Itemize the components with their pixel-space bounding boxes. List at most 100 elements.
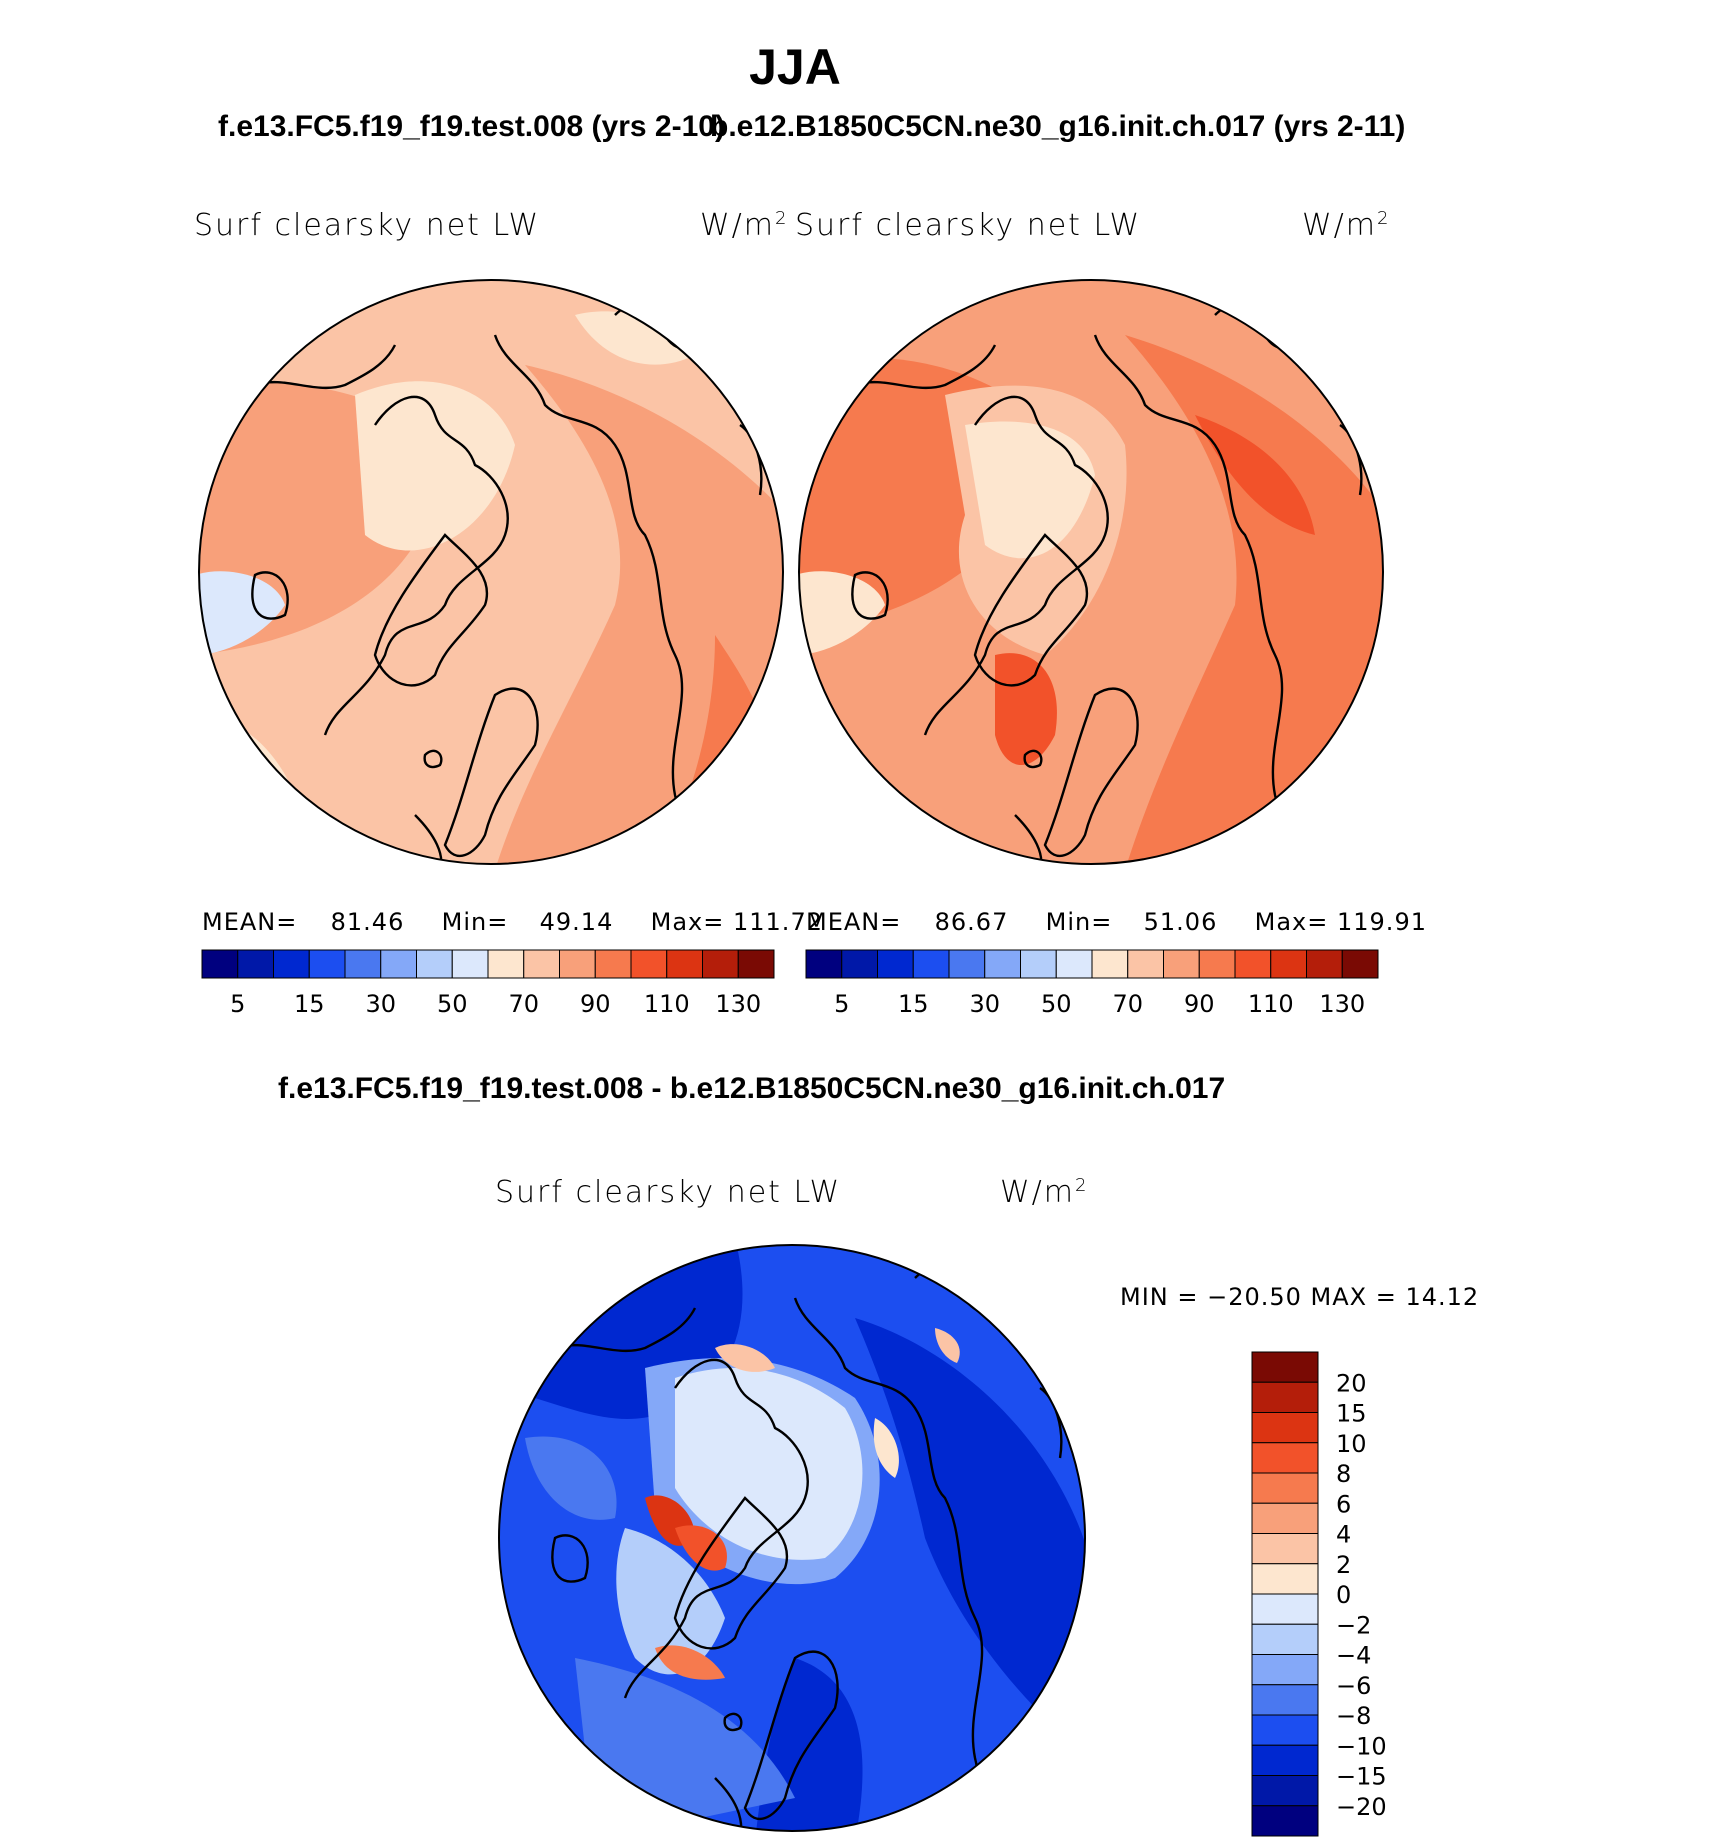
colorbar-bin — [630, 949, 668, 979]
colorbar-tick-label: 30 — [969, 990, 1000, 1018]
colorbar-tick-label: 5 — [230, 990, 245, 1018]
right-min-value: 51.06 — [1143, 908, 1218, 936]
colorbar-tick-label: 8 — [1336, 1460, 1351, 1488]
colorbar-tick-label: 90 — [1184, 990, 1215, 1018]
right-min-label: Min= — [1045, 908, 1113, 936]
colorbar-bin — [1251, 1472, 1319, 1504]
left-mean-value: 81.46 — [330, 908, 405, 936]
colorbar-bin — [1251, 1775, 1319, 1807]
colorbar-bin — [1198, 949, 1236, 979]
colorbar-bin — [737, 949, 775, 979]
colorbar-bin — [416, 949, 453, 979]
colorbar-tick-label: −6 — [1336, 1672, 1371, 1700]
colorbar-tick-label: 4 — [1336, 1521, 1351, 1549]
colorbar-bin — [1055, 949, 1093, 979]
colorbar-tick-label: 2 — [1336, 1551, 1351, 1579]
colorbar-bin — [308, 949, 346, 979]
left-min-value: 49.14 — [539, 908, 614, 936]
diff-minmax: MIN = −20.50 MAX = 14.12 — [1120, 1283, 1480, 1311]
colorbar-tick-label: 130 — [715, 990, 761, 1018]
right-stats: MEAN= 86.67 Min= 51.06 Max= 119.91 — [806, 908, 1427, 936]
colorbar-bin — [1251, 1744, 1319, 1776]
colorbar-bin — [1306, 949, 1343, 979]
colorbar-bin — [877, 949, 914, 979]
colorbar-bin — [451, 949, 489, 979]
left-max-value: 111.72 — [733, 908, 823, 936]
colorbar-tick-label: −8 — [1336, 1702, 1371, 1730]
colorbar-bin — [201, 949, 239, 979]
colorbar-bin — [1251, 1563, 1319, 1595]
colorbar-bin — [344, 949, 382, 979]
colorbar-bin — [380, 949, 417, 979]
colorbar-tick-label: 10 — [1336, 1430, 1367, 1458]
colorbar-bin — [594, 949, 632, 979]
colorbar-bin — [1251, 1351, 1319, 1383]
colorbar-tick-label: 50 — [1041, 990, 1072, 1018]
colorbar-tick-label: 0 — [1336, 1581, 1351, 1609]
diff-polar-map — [498, 1244, 1086, 1832]
colorbar-bin — [666, 949, 703, 979]
figure-title: JJA — [749, 39, 841, 95]
colorbar-bin — [1251, 1623, 1319, 1655]
diff-units-label: W/m2 — [1000, 1175, 1089, 1210]
colorbar-tick-label: 15 — [898, 990, 929, 1018]
colorbar-tick-label: 5 — [834, 990, 849, 1018]
diff-variable-label: Surf clearsky net LW — [495, 1175, 842, 1210]
left-polar-map — [198, 279, 784, 865]
colorbar-bin — [948, 949, 986, 979]
colorbar-tick-label: 70 — [1112, 990, 1143, 1018]
right-mean-label: MEAN= — [806, 908, 902, 936]
colorbar-bin — [1251, 1593, 1319, 1625]
colorbar-tick-label: −2 — [1336, 1611, 1371, 1639]
left-units-label: W/m2 — [700, 208, 789, 243]
colorbar-tick-label: 15 — [1336, 1400, 1367, 1428]
right-units-label: W/m2 — [1302, 208, 1391, 243]
colorbar-bin — [1251, 1805, 1319, 1837]
diff-title: f.e13.FC5.f19_f19.test.008 - b.e12.B1850… — [278, 1072, 1226, 1105]
colorbar-bin — [841, 949, 878, 979]
right-variable-label: Surf clearsky net LW — [795, 208, 1142, 243]
left-mean-label: MEAN= — [202, 908, 298, 936]
colorbar-bin — [1020, 949, 1057, 979]
colorbar-bin — [1163, 949, 1200, 979]
colorbar-tick-label: −20 — [1336, 1793, 1387, 1821]
colorbar-tick-label: −10 — [1336, 1732, 1387, 1760]
colorbar-bin — [1251, 1684, 1319, 1716]
colorbar-bin — [1251, 1714, 1319, 1746]
right-mean-value: 86.67 — [934, 908, 1009, 936]
right-polar-map — [798, 279, 1384, 865]
left-stats: MEAN= 81.46 Min= 49.14 Max= 111.72 — [202, 908, 823, 936]
left-colorbar: 5 15 30 50 70 90 110 130 — [201, 949, 775, 1018]
colorbar-bin — [1234, 949, 1272, 979]
colorbar-tick-label: 15 — [294, 990, 325, 1018]
left-variable-label: Surf clearsky net LW — [194, 208, 541, 243]
colorbar-tick-label: 50 — [437, 990, 468, 1018]
colorbar-bin — [559, 949, 596, 979]
colorbar-bin — [487, 949, 525, 979]
colorbar-bin — [805, 949, 843, 979]
colorbar-bin — [1091, 949, 1129, 979]
colorbar-bin — [1251, 1654, 1319, 1686]
right-colorbar: 5 15 30 50 70 90 110 130 — [805, 949, 1379, 1018]
colorbar-bin — [1251, 1533, 1319, 1565]
colorbar-bin — [1251, 1381, 1319, 1413]
right-max-label: Max= — [1254, 908, 1329, 936]
colorbar-bin — [984, 949, 1021, 979]
colorbar-tick-label: 110 — [1248, 990, 1294, 1018]
colorbar-tick-label: 130 — [1319, 990, 1365, 1018]
colorbar-tick-label: 70 — [508, 990, 539, 1018]
right-max-value: 119.91 — [1337, 908, 1427, 936]
colorbar-bin — [237, 949, 274, 979]
left-max-label: Max= — [650, 908, 725, 936]
colorbar-bin — [1251, 1502, 1319, 1534]
colorbar-tick-label: 20 — [1336, 1369, 1367, 1397]
colorbar-bin — [702, 949, 739, 979]
colorbar-bin — [1127, 949, 1164, 979]
colorbar-bin — [1251, 1412, 1319, 1444]
colorbar-bin — [273, 949, 310, 979]
colorbar-bin — [1341, 949, 1379, 979]
right-case-title: b.e12.B1850C5CN.ne30_g16.init.ch.017 (yr… — [710, 110, 1406, 143]
left-min-label: Min= — [441, 908, 509, 936]
colorbar-tick-label: 110 — [644, 990, 690, 1018]
